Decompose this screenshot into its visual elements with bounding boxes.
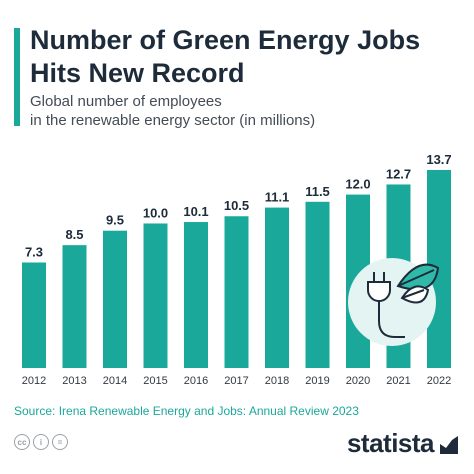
bar-2014 xyxy=(103,230,127,368)
data-label-2020: 12.0 xyxy=(345,177,370,192)
bar-2012 xyxy=(22,262,46,368)
bar-2017 xyxy=(224,216,249,368)
bar-2015 xyxy=(143,223,168,368)
chart-title: Number of Green Energy Jobs Hits New Rec… xyxy=(30,25,421,88)
x-tick-2018: 2018 xyxy=(265,375,289,387)
x-tick-2012: 2012 xyxy=(22,375,46,387)
x-tick-2016: 2016 xyxy=(184,375,208,387)
bar-2019 xyxy=(305,201,330,368)
subtitle-line-1: Global number of employees xyxy=(30,93,222,110)
data-label-2019: 11.5 xyxy=(305,184,330,199)
title-accent-bar xyxy=(14,28,20,126)
x-tick-2021: 2021 xyxy=(386,375,410,387)
bar-2013 xyxy=(62,245,87,368)
x-tick-2015: 2015 xyxy=(143,375,167,387)
data-label-2013: 8.5 xyxy=(65,227,83,242)
statista-logo-text[interactable]: statista xyxy=(346,428,435,458)
bar-2016 xyxy=(184,222,208,368)
bar-2018 xyxy=(265,207,289,368)
data-label-2015: 10.0 xyxy=(143,205,168,220)
chart-subtitle: Global number of employees in the renewa… xyxy=(30,92,450,130)
x-tick-2013: 2013 xyxy=(62,375,86,387)
data-label-2017: 10.5 xyxy=(224,198,249,213)
data-label-2016: 10.1 xyxy=(183,204,208,219)
attribution-icon[interactable]: i xyxy=(33,434,49,450)
x-tick-2022: 2022 xyxy=(427,375,451,387)
x-tick-2014: 2014 xyxy=(103,375,127,387)
data-label-2012: 7.3 xyxy=(25,244,43,259)
data-label-2022: 13.7 xyxy=(426,152,451,167)
equals-icon[interactable]: = xyxy=(52,434,68,450)
x-tick-2020: 2020 xyxy=(346,375,370,387)
x-tick-2017: 2017 xyxy=(224,375,248,387)
creative-commons-icon[interactable]: cc xyxy=(14,434,30,450)
data-label-2018: 11.1 xyxy=(265,190,290,205)
statista-arrow-icon xyxy=(440,436,458,454)
data-label-2021: 12.7 xyxy=(386,166,411,181)
license-icons: cc i = xyxy=(14,434,68,450)
subtitle-line-2: in the renewable energy sector (in milli… xyxy=(30,112,316,129)
plug-leaf-drawing xyxy=(367,263,440,338)
data-label-2014: 9.5 xyxy=(106,213,124,228)
x-tick-2019: 2019 xyxy=(305,375,329,387)
source-note: Source: Irena Renewable Energy and Jobs:… xyxy=(14,404,359,418)
